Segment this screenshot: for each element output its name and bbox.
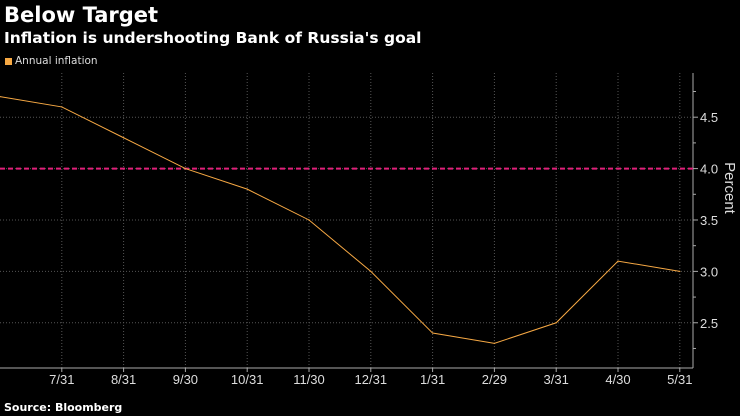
x-tick-label: 5/31	[667, 372, 692, 387]
data-point	[370, 270, 372, 272]
data-point	[555, 322, 557, 324]
x-tick-label: 8/31	[111, 372, 136, 387]
x-tick-label: 12/31	[355, 372, 388, 387]
source-note: Source: Bloomberg	[4, 401, 123, 414]
y-tick-label: 4.0	[700, 162, 718, 177]
data-point	[493, 342, 495, 344]
legend-swatch	[5, 57, 12, 65]
data-point	[246, 188, 248, 190]
x-tick-label: 9/30	[173, 372, 198, 387]
data-point	[123, 137, 125, 139]
chart-title: Below Target	[4, 3, 159, 27]
legend: Annual inflation	[5, 55, 98, 67]
data-point	[308, 219, 310, 221]
data-point	[184, 167, 186, 170]
y-tick-label: 2.5	[700, 316, 718, 331]
x-tick-label: 3/31	[544, 372, 569, 387]
x-tick-label: 4/30	[605, 372, 630, 387]
x-tick-label: 2/29	[482, 372, 507, 387]
x-tick-label: 11/30	[293, 372, 325, 387]
data-point	[617, 260, 619, 262]
data-point	[432, 332, 434, 334]
data-point	[61, 106, 63, 108]
data-point	[0, 96, 1, 98]
chart-subtitle: Inflation is undershooting Bank of Russi…	[4, 29, 422, 47]
y-tick-label: 3.5	[700, 213, 718, 228]
legend-label: Annual inflation	[15, 55, 98, 67]
y-tick-label: 4.5	[700, 110, 718, 125]
y-tick-label: 3.0	[700, 264, 718, 279]
data-point	[679, 270, 681, 272]
x-tick-label: 1/31	[420, 372, 445, 387]
x-tick-label: 7/31	[49, 372, 74, 387]
y-axis-label: Percent	[721, 162, 738, 215]
series-line-annual-inflation	[0, 96, 680, 344]
x-tick-label: 10/31	[231, 372, 264, 387]
